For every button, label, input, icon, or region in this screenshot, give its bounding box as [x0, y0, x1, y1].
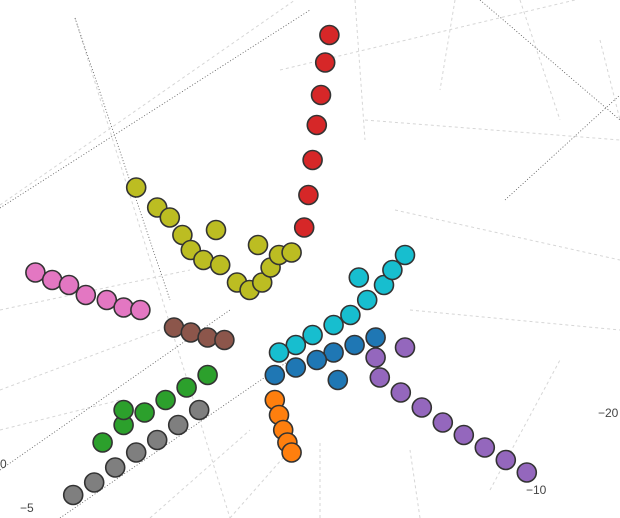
tick-label-minus-20: −20: [598, 406, 619, 420]
grid-line: [149, 429, 251, 518]
grid-line: [519, 0, 561, 121]
scatter-point: [125, 442, 147, 463]
grid-line: [439, 0, 456, 91]
scatter-point: [62, 484, 84, 506]
axis-line: [479, 0, 620, 121]
scatter-point: [176, 377, 197, 398]
scatter-point: [390, 382, 412, 403]
axis-line: [504, 94, 620, 201]
scatter-point: [411, 397, 433, 418]
scatter-point: [247, 234, 269, 256]
scatter-point: [130, 299, 151, 321]
scatter-point: [268, 342, 290, 363]
scatter-point: [285, 334, 307, 356]
series-8: [92, 364, 218, 453]
scatter-point: [125, 177, 147, 198]
scatter-point: [281, 242, 302, 263]
scatter-point: [281, 442, 302, 463]
scatter-point: [188, 399, 210, 421]
scatter-point: [302, 324, 323, 346]
scatter-point: [155, 389, 176, 411]
grid-line: [0, 329, 161, 391]
grid-line: [0, 0, 296, 206]
scatter-point: [319, 24, 340, 46]
scatter-point: [197, 364, 218, 386]
tick-label-0: 0: [0, 457, 7, 471]
scatter-point: [495, 449, 517, 471]
scatter-point: [306, 349, 328, 371]
scatter-point: [96, 289, 118, 311]
scatter-point: [167, 414, 189, 436]
scatter-point: [214, 329, 235, 351]
scatter-points: [25, 24, 538, 506]
scatter-point: [113, 399, 134, 421]
scatter-point: [344, 334, 365, 356]
scatter-point: [323, 342, 344, 363]
scatter-point: [394, 337, 416, 358]
scatter-point: [323, 314, 344, 336]
grid-line: [409, 309, 620, 331]
series-3: [163, 317, 235, 351]
scatter-point: [516, 462, 538, 483]
scatter-point: [146, 429, 168, 451]
grid-line: [409, 449, 421, 518]
scatter-point: [474, 437, 496, 458]
scatter-point: [113, 297, 134, 318]
grid-line: [0, 399, 121, 431]
scatter-point: [369, 367, 391, 388]
scatter-point: [92, 432, 113, 453]
scatter-point: [25, 262, 46, 283]
scatter-point: [75, 284, 97, 306]
scatter-point: [327, 369, 349, 391]
series-5: [264, 327, 386, 391]
scatter-point: [365, 327, 386, 348]
series-2: [25, 262, 151, 321]
series-7: [264, 389, 302, 463]
tick-label-minus-10: −10: [526, 483, 547, 497]
scatter-point: [197, 327, 218, 348]
scatter-point: [285, 357, 307, 378]
grid-line: [229, 449, 291, 518]
series-4: [268, 244, 416, 363]
grid-line: [394, 209, 620, 261]
axis-line: [0, 9, 311, 209]
scatter-point: [348, 267, 370, 288]
scatter-point: [58, 274, 80, 296]
scatter-point: [306, 114, 328, 136]
grid-line: [0, 269, 191, 311]
scatter-point: [432, 412, 454, 433]
scatter-point: [310, 84, 332, 106]
grid-line: [364, 119, 620, 141]
scatter-point: [264, 364, 286, 386]
scatter-point: [298, 184, 319, 206]
axis-ticks: 0 −5 −10 −20: [0, 406, 619, 515]
scatter-point: [209, 254, 231, 276]
scatter-point: [293, 217, 315, 238]
series-9: [62, 399, 210, 506]
scatter-point: [134, 402, 155, 423]
scatter-point: [83, 472, 105, 493]
axis-line: [74, 17, 171, 301]
scatter-point: [340, 304, 361, 326]
scatter-point: [382, 259, 403, 281]
series-0: [293, 24, 340, 238]
series-1: [125, 177, 302, 301]
scatter-point: [453, 424, 475, 446]
scatter-point: [302, 149, 323, 171]
series-6: [365, 337, 538, 483]
scatter-point: [365, 347, 386, 368]
scatter-point: [205, 219, 227, 241]
scatter-point: [159, 207, 181, 228]
tick-label-minus-5: −5: [20, 501, 34, 515]
scatter-point: [356, 289, 378, 311]
scatter-point: [104, 457, 126, 478]
grid-line: [354, 0, 366, 141]
grid-line: [599, 39, 620, 121]
scatter-point: [314, 52, 336, 73]
scatter-point: [394, 244, 416, 266]
